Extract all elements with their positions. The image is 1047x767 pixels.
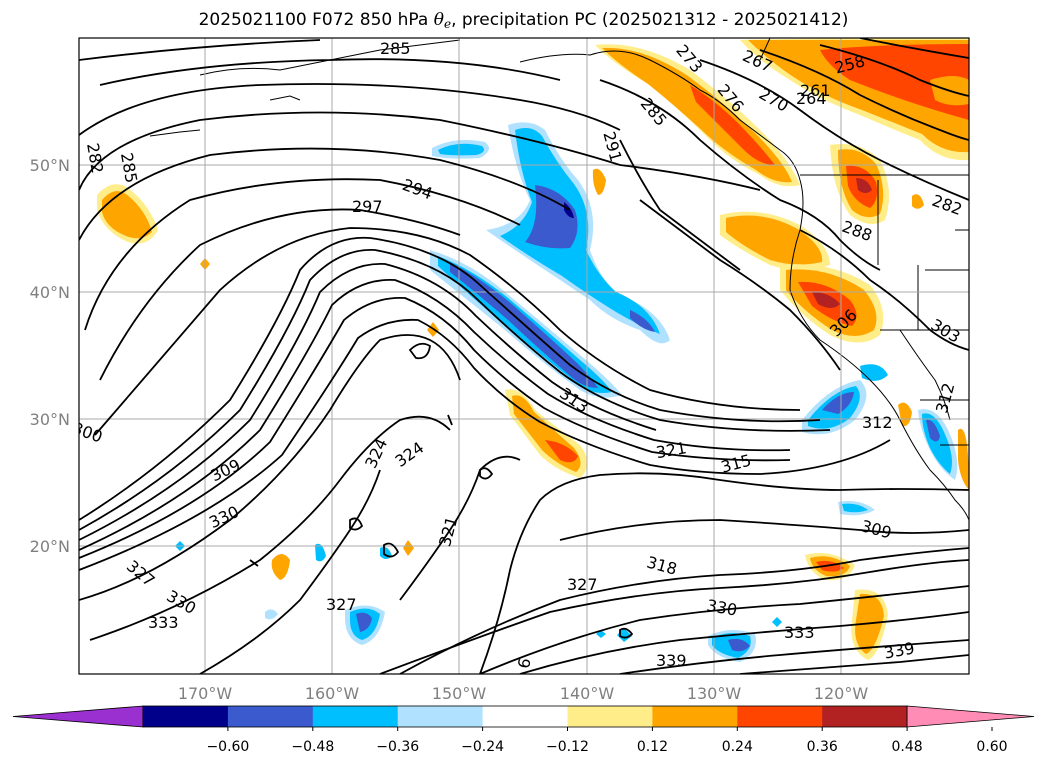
colorbar-tick-label: −0.24 xyxy=(461,739,504,755)
map-frame xyxy=(78,37,970,675)
contour-label: 312 xyxy=(862,413,893,432)
colorbar: −0.60 −0.48 −0.36 −0.24 −0.12 0.12 0.24 0.36 0.4… xyxy=(12,705,1035,755)
lat-label: 40°N xyxy=(30,283,70,302)
map-panel: 285 282 285 294 297 291 285 273 267 276 … xyxy=(79,38,969,674)
colorbar-tick-label: −0.60 xyxy=(206,739,249,755)
colorbar-cell xyxy=(737,706,823,727)
contour-label: 264 xyxy=(796,89,827,108)
colorbar-cell xyxy=(227,706,314,727)
contour-label: 327 xyxy=(567,575,598,594)
colorbar-cell xyxy=(822,706,908,727)
colorbar-cell xyxy=(482,706,568,727)
colorbar-cell xyxy=(143,706,229,727)
lon-label: 150°W xyxy=(432,684,487,703)
colorbar-tick-label: 0.12 xyxy=(637,739,668,755)
colorbar-cell xyxy=(652,706,738,727)
colorbar-extension-low xyxy=(12,705,144,728)
lat-label: 30°N xyxy=(30,410,70,429)
colorbar-cell xyxy=(567,706,653,727)
contour-label: 327 xyxy=(326,595,357,614)
lat-label: 50°N xyxy=(30,156,70,175)
colorbar-tick-label: −0.12 xyxy=(546,739,589,755)
colorbar-tick-label: 0.24 xyxy=(722,739,753,755)
theta-e-contours xyxy=(79,38,969,674)
colorbar-extension-high xyxy=(906,705,1035,728)
lon-label: 130°W xyxy=(687,684,742,703)
longitude-labels: 170°W 160°W 150°W 140°W 130°W 120°W xyxy=(178,684,869,703)
colorbar-frame xyxy=(142,705,908,728)
colorbar-tick-label: −0.36 xyxy=(376,739,419,755)
contour-label: 297 xyxy=(352,197,383,216)
contour-label: 6 xyxy=(514,657,534,670)
colorbar-tick-label: −0.48 xyxy=(291,739,334,755)
lat-label: 20°N xyxy=(30,537,70,556)
contour-label: 285 xyxy=(380,39,411,58)
latitude-labels: 50°N 40°N 30°N 20°N xyxy=(30,156,70,556)
map-title: 2025021100 F072 850 hPa θe, precipitatio… xyxy=(198,10,849,31)
lon-label: 170°W xyxy=(178,684,233,703)
colorbar-tick-label: 0.36 xyxy=(807,739,838,755)
contour-label: 261 xyxy=(800,81,831,100)
lon-label: 120°W xyxy=(814,684,869,703)
colorbar-tick-label: 0.48 xyxy=(892,739,923,755)
colorbar-tick-label: 0.60 xyxy=(976,739,1007,755)
colorbar-cell xyxy=(397,706,484,727)
contour-label: 333 xyxy=(148,613,179,632)
colorbar-cell xyxy=(312,706,399,727)
contour-label: 333 xyxy=(784,623,815,642)
coastline xyxy=(149,38,969,521)
lat-lon-grid xyxy=(79,38,969,674)
lon-label: 160°W xyxy=(305,684,360,703)
contour-label: 339 xyxy=(656,651,687,670)
lon-label: 140°W xyxy=(560,684,615,703)
